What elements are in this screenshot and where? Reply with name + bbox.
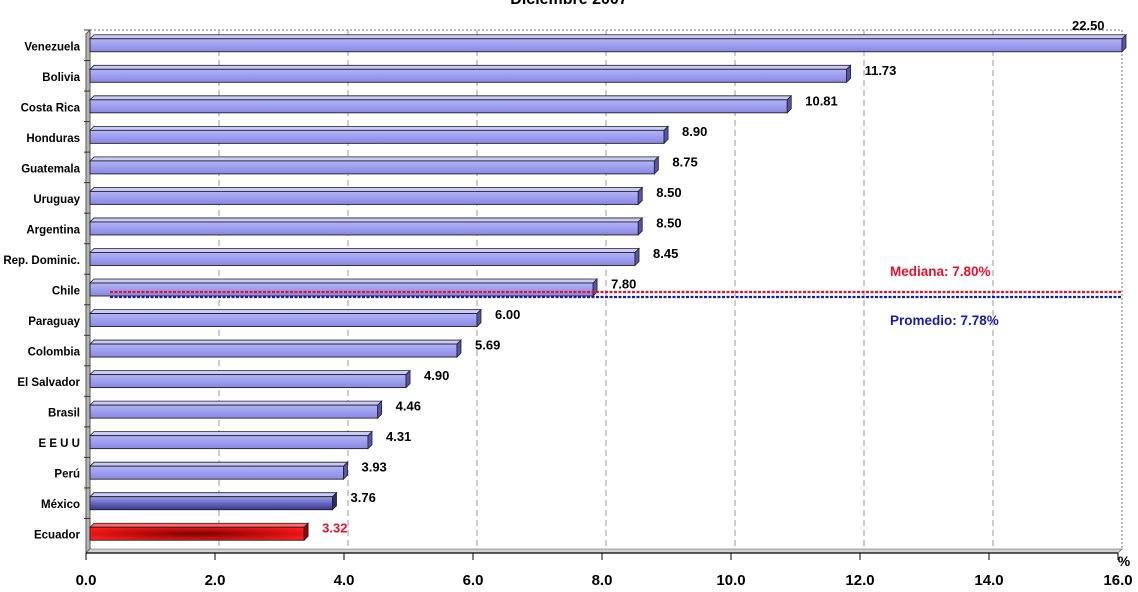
bar bbox=[89, 160, 655, 175]
bar-top-face bbox=[89, 217, 644, 223]
bar-end-face bbox=[377, 400, 383, 420]
category-label: Perú bbox=[54, 469, 80, 481]
value-label: 4.31 bbox=[386, 429, 411, 444]
x-tick-label: 4.0 bbox=[334, 572, 355, 589]
x-tick-label: 0.0 bbox=[76, 572, 97, 589]
bar bbox=[89, 38, 1123, 53]
bar-end-face bbox=[405, 369, 411, 389]
bar bbox=[89, 526, 305, 541]
bar-top-face bbox=[89, 187, 644, 192]
category-label: E E U U bbox=[38, 438, 80, 450]
value-label: 3.93 bbox=[361, 460, 386, 475]
bar-top-face bbox=[89, 248, 640, 253]
bar-end-face bbox=[343, 461, 348, 481]
category-label: El Salvador bbox=[17, 377, 80, 389]
value-label: 7.80 bbox=[611, 277, 636, 292]
value-label: 3.76 bbox=[351, 490, 376, 505]
x-tick-label: 14.0 bbox=[974, 572, 1003, 589]
value-label: 11.73 bbox=[865, 63, 897, 78]
category-label: Ecuador bbox=[34, 530, 81, 542]
category-label: Argentina bbox=[26, 224, 80, 236]
value-label: 8.75 bbox=[672, 154, 697, 169]
bar-top-face bbox=[89, 156, 660, 162]
category-label: Honduras bbox=[26, 133, 80, 145]
value-label: 4.46 bbox=[396, 399, 421, 414]
value-label: 8.90 bbox=[682, 124, 707, 139]
category-label: México bbox=[41, 499, 80, 511]
value-label: 10.81 bbox=[805, 93, 838, 108]
bar-end-face bbox=[637, 216, 643, 236]
bar bbox=[89, 129, 665, 144]
bar-end-face bbox=[637, 186, 643, 206]
value-label: 22.50 bbox=[1072, 18, 1105, 33]
bar-end-face bbox=[653, 155, 659, 175]
bar-end-face bbox=[634, 247, 640, 267]
x-tick-label: 8.0 bbox=[592, 572, 613, 589]
bar-top-face bbox=[89, 431, 373, 437]
bar bbox=[89, 68, 848, 83]
value-label: 6.00 bbox=[495, 307, 520, 322]
bar bbox=[89, 282, 594, 297]
axis-side-wall bbox=[85, 28, 91, 555]
category-label: Venezuela bbox=[24, 41, 80, 53]
bar-top-face bbox=[89, 522, 310, 528]
bar-top-face bbox=[89, 309, 482, 314]
average-label: Promedio: 7.78% bbox=[890, 313, 999, 328]
x-tick-label: 2.0 bbox=[205, 572, 226, 589]
bar-end-face bbox=[1121, 33, 1127, 53]
bar bbox=[89, 374, 407, 389]
bar-top-face bbox=[89, 492, 338, 498]
bar bbox=[89, 404, 379, 419]
bar bbox=[89, 190, 639, 205]
bar bbox=[89, 313, 478, 327]
median-label: Mediana: 7.80% bbox=[890, 264, 991, 279]
bar-top-face bbox=[89, 400, 383, 406]
bar-top-face bbox=[89, 95, 793, 101]
value-label: 8.50 bbox=[656, 215, 681, 230]
value-label: 4.90 bbox=[424, 368, 449, 383]
value-label: 8.45 bbox=[653, 246, 678, 261]
value-label: 3.32 bbox=[322, 521, 347, 536]
bar-end-face bbox=[846, 64, 851, 84]
x-tick-label: 10.0 bbox=[716, 572, 745, 589]
category-label: Costa Rica bbox=[21, 102, 81, 114]
category-label: Uruguay bbox=[33, 194, 80, 206]
bar-top-face bbox=[89, 64, 852, 70]
category-label: Chile bbox=[52, 286, 80, 298]
bar-end-face bbox=[786, 94, 792, 114]
category-label: Guatemala bbox=[21, 163, 80, 175]
category-label: Rep. Dominic. bbox=[3, 255, 80, 267]
x-tick-label: 12.0 bbox=[845, 572, 874, 589]
bar bbox=[89, 496, 333, 511]
category-label: Paraguay bbox=[28, 316, 80, 328]
bar-top-face bbox=[89, 461, 349, 467]
bar-top-face bbox=[89, 339, 462, 345]
x-axis-label: % bbox=[1118, 553, 1131, 569]
bar-end-face bbox=[456, 339, 462, 359]
x-tick-label: 16.0 bbox=[1103, 572, 1132, 589]
bar-top-face bbox=[89, 34, 1127, 40]
bar bbox=[89, 252, 636, 266]
bar-end-face bbox=[663, 125, 669, 145]
bar-end-face bbox=[303, 522, 309, 542]
bar-top-face bbox=[89, 370, 412, 375]
bar-end-face bbox=[476, 308, 482, 328]
category-label: Colombia bbox=[28, 347, 81, 359]
bar bbox=[89, 465, 344, 480]
value-label: 8.50 bbox=[656, 185, 681, 200]
value-label: 5.69 bbox=[475, 338, 500, 353]
bar-top-face bbox=[89, 278, 599, 284]
bar bbox=[89, 343, 458, 358]
chart-title: Diciembre 2007 bbox=[0, 0, 1138, 9]
category-label: Bolivia bbox=[42, 72, 80, 84]
bar-end-face bbox=[367, 430, 373, 450]
bar-top-face bbox=[89, 125, 670, 131]
x-tick-label: 6.0 bbox=[463, 572, 484, 589]
bar-end-face bbox=[332, 491, 337, 511]
bar bbox=[89, 221, 639, 236]
bar bbox=[89, 99, 788, 114]
category-label: Brasil bbox=[48, 408, 80, 420]
bar bbox=[89, 435, 369, 450]
